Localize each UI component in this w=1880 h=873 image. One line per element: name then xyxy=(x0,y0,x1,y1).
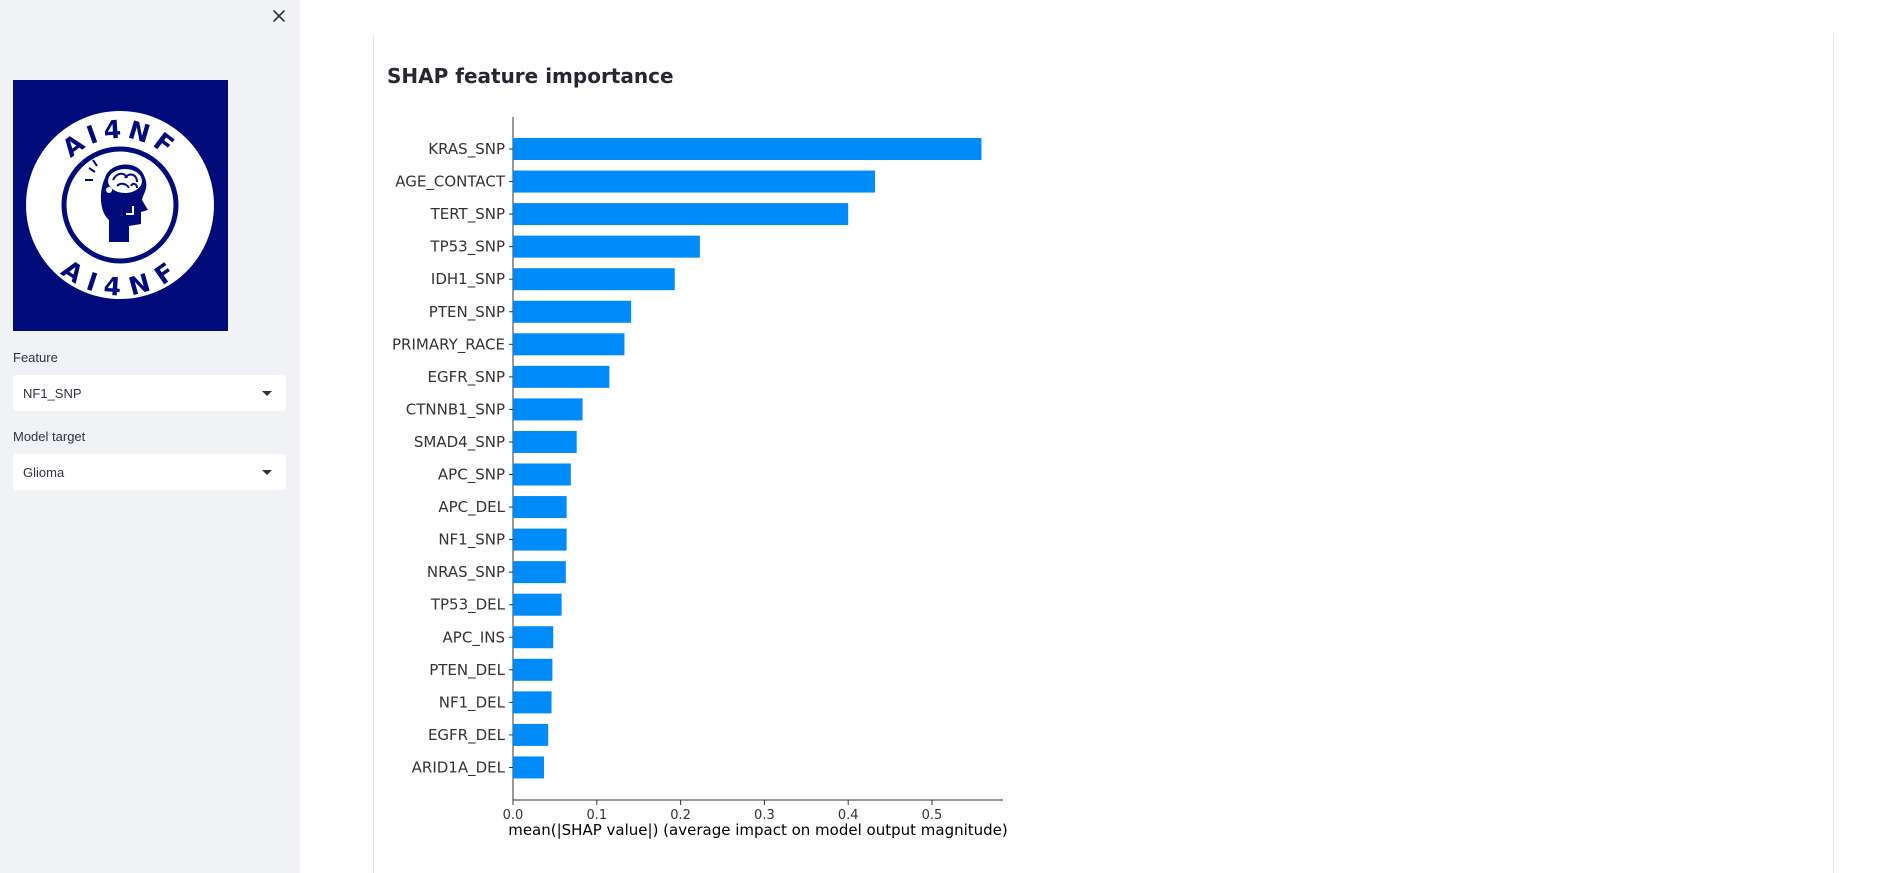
x-tick-label: 0.0 xyxy=(503,808,524,823)
bar xyxy=(513,365,610,388)
chevron-down-icon xyxy=(262,470,272,475)
bar xyxy=(513,235,700,258)
y-tick-label: NRAS_SNP xyxy=(427,563,505,582)
model-target-select-value: Glioma xyxy=(23,464,65,480)
y-tick-label: AGE_CONTACT xyxy=(395,173,506,192)
y-tick-label: SMAD4_SNP xyxy=(414,433,505,452)
feature-select-value: NF1_SNP xyxy=(23,385,82,401)
bar xyxy=(513,138,982,160)
y-tick-label: TP53_DEL xyxy=(430,596,506,615)
bar xyxy=(513,593,562,616)
y-tick-label: ARID1A_DEL xyxy=(412,758,506,777)
bar xyxy=(513,658,553,681)
shap-bar-chart: KRAS_SNP AGE_CONTACT TERT_SNP TP53_SNP IDH1_… xyxy=(392,117,1008,839)
bar xyxy=(513,463,571,486)
bar xyxy=(513,756,545,779)
y-tick-label: EGFR_SNP xyxy=(428,368,505,387)
bar xyxy=(513,561,566,584)
x-tick-label: 0.2 xyxy=(670,808,691,823)
model-target-select[interactable]: Glioma xyxy=(13,454,286,490)
chevron-down-icon xyxy=(262,391,272,396)
y-tick-label: TP53_SNP xyxy=(429,238,505,257)
feature-label: Feature xyxy=(13,350,58,365)
bar xyxy=(513,398,583,421)
close-icon xyxy=(273,10,285,22)
y-tick-label: EGFR_DEL xyxy=(428,726,506,745)
ai4nf-logo: AI4NF AI4NF xyxy=(13,80,228,331)
x-tick-label: 0.5 xyxy=(922,808,943,823)
head-icon xyxy=(85,159,148,242)
x-tick-label: 0.4 xyxy=(838,808,859,823)
bar xyxy=(513,626,554,649)
x-tick-label: 0.3 xyxy=(754,808,775,823)
close-sidebar-button[interactable] xyxy=(268,5,290,27)
y-tick-label: PRIMARY_RACE xyxy=(392,335,505,354)
y-tick-label: PTEN_SNP xyxy=(429,303,505,322)
bar xyxy=(513,430,577,453)
bar xyxy=(513,691,552,714)
bar xyxy=(513,170,876,193)
bar xyxy=(513,203,849,226)
y-tick-label: KRAS_SNP xyxy=(428,140,505,159)
bar xyxy=(513,333,625,356)
model-target-label: Model target xyxy=(13,429,86,444)
sidebar: AI4NF AI4NF Feature NF1_SNP Model target… xyxy=(0,0,300,873)
y-tick-label: PTEN_DEL xyxy=(429,661,505,680)
y-tick-label: APC_SNP xyxy=(438,466,505,485)
main-content: SHAP feature importance KRAS_SNP AGE_CONT… xyxy=(300,0,1880,873)
feature-select[interactable]: NF1_SNP xyxy=(13,375,286,411)
y-tick-label: APC_INS xyxy=(443,628,505,647)
y-tick-label: IDH1_SNP xyxy=(431,270,505,289)
y-tick-label: APC_DEL xyxy=(438,498,505,517)
x-tick-label: 0.1 xyxy=(586,808,607,823)
bar xyxy=(513,268,675,291)
page-title: SHAP feature importance xyxy=(387,64,674,88)
y-tick-label: CTNNB1_SNP xyxy=(406,400,505,419)
bar xyxy=(513,528,567,551)
y-tick-label: NF1_DEL xyxy=(439,693,506,712)
y-tick-label: TERT_SNP xyxy=(430,205,505,224)
content-frame xyxy=(373,34,1834,873)
bar xyxy=(513,496,567,519)
y-tick-label: NF1_SNP xyxy=(438,531,505,550)
x-axis-label: mean(|SHAP value|) (average impact on mo… xyxy=(508,821,1008,839)
bar xyxy=(513,300,632,323)
bar xyxy=(513,723,549,746)
